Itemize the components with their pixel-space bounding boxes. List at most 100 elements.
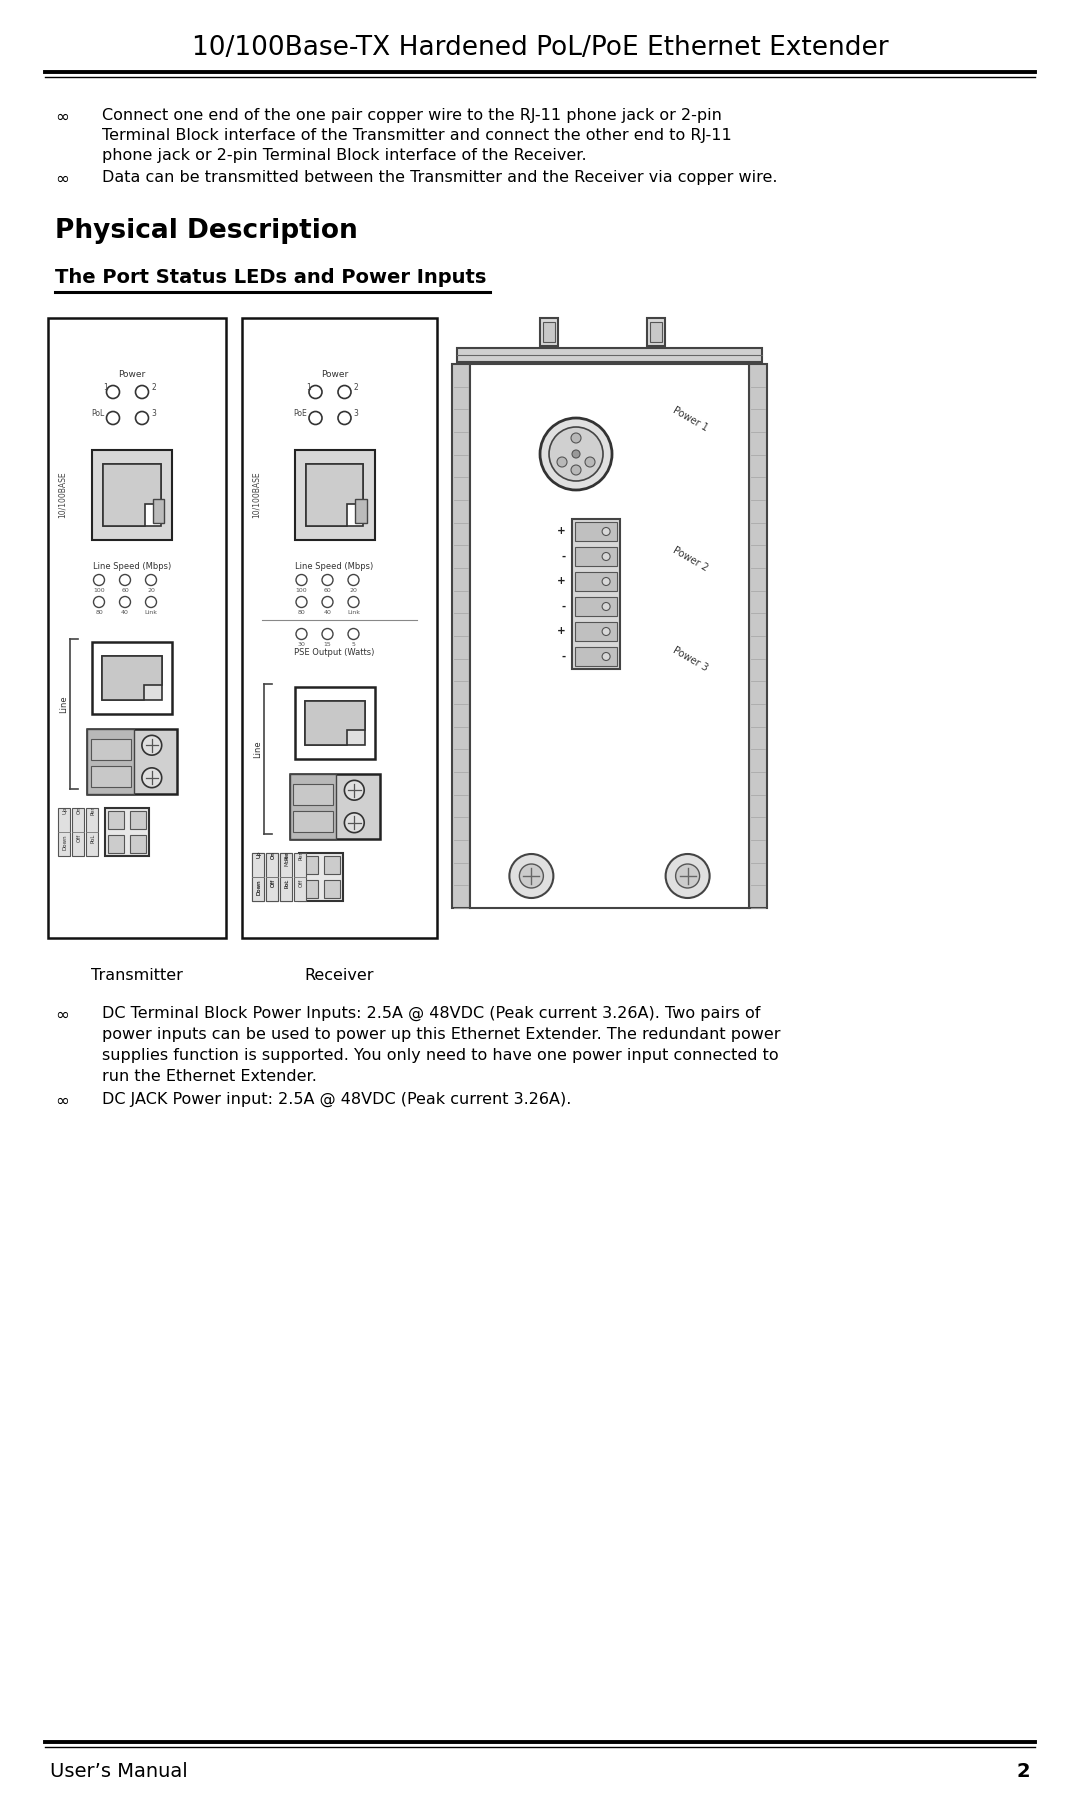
Bar: [299, 853, 343, 901]
Bar: [252, 853, 264, 901]
Text: 20: 20: [147, 589, 154, 592]
Bar: [301, 856, 319, 874]
Text: Line: Line: [254, 740, 262, 757]
Text: Per: Per: [284, 851, 289, 860]
Bar: [242, 318, 437, 939]
Text: 60: 60: [121, 589, 129, 592]
Text: Mode: Mode: [284, 851, 289, 865]
Bar: [280, 853, 292, 901]
Text: 3: 3: [353, 409, 359, 418]
Text: 20: 20: [350, 589, 357, 592]
Text: supplies function is supported. You only need to have one power input connected : supplies function is supported. You only…: [102, 1048, 779, 1063]
Text: DC JACK Power input: 2.5A @ 48VDC (Peak current 3.26A).: DC JACK Power input: 2.5A @ 48VDC (Peak …: [102, 1091, 571, 1108]
Text: Line Speed (Mbps): Line Speed (Mbps): [93, 562, 171, 571]
Text: Off: Off: [270, 880, 275, 887]
Bar: [58, 808, 70, 856]
Bar: [104, 465, 161, 526]
Text: 10/100BASE: 10/100BASE: [57, 472, 67, 519]
Text: run the Ethernet Extender.: run the Ethernet Extender.: [102, 1070, 316, 1084]
Text: 40: 40: [324, 610, 332, 616]
Bar: [92, 643, 172, 714]
Bar: [650, 321, 662, 343]
Bar: [301, 880, 319, 898]
Text: Power 1: Power 1: [671, 406, 710, 433]
Text: Power 3: Power 3: [671, 644, 710, 673]
Text: The Port Status LEDs and Power Inputs: The Port Status LEDs and Power Inputs: [55, 267, 486, 287]
Text: Transmitter: Transmitter: [91, 968, 183, 984]
Text: Line Speed (Mbps): Line Speed (Mbps): [295, 562, 374, 571]
Text: ∞: ∞: [55, 1005, 69, 1023]
Text: 10/100Base-TX Hardened PoL/PoE Ethernet Extender: 10/100Base-TX Hardened PoL/PoE Ethernet …: [191, 34, 889, 61]
Circle shape: [338, 386, 351, 398]
Circle shape: [348, 628, 359, 639]
Circle shape: [603, 653, 610, 661]
Bar: [266, 853, 278, 901]
Circle shape: [510, 854, 553, 898]
Circle shape: [120, 574, 131, 585]
Bar: [92, 451, 172, 540]
Bar: [647, 318, 665, 346]
Text: Per: Per: [298, 851, 303, 860]
Text: -: -: [562, 601, 566, 612]
Circle shape: [309, 411, 322, 424]
Bar: [295, 687, 375, 759]
Bar: [130, 835, 147, 853]
Circle shape: [603, 628, 610, 635]
Bar: [152, 499, 164, 522]
Circle shape: [94, 596, 105, 607]
Text: 60: 60: [324, 589, 332, 592]
Text: Up: Up: [257, 851, 261, 858]
Circle shape: [296, 628, 307, 639]
Text: 1: 1: [306, 382, 311, 391]
Text: 80: 80: [95, 610, 103, 616]
Text: DC Terminal Block Power Inputs: 2.5A @ 48VDC (Peak current 3.26A). Two pairs of: DC Terminal Block Power Inputs: 2.5A @ 4…: [102, 1005, 760, 1021]
Bar: [130, 811, 147, 829]
Circle shape: [348, 574, 359, 585]
Bar: [324, 856, 340, 874]
Circle shape: [572, 451, 580, 458]
Text: Receiver: Receiver: [305, 968, 375, 984]
Bar: [293, 811, 334, 831]
Circle shape: [585, 458, 595, 467]
Bar: [289, 774, 379, 838]
Text: Off: Off: [270, 880, 275, 887]
Text: 100: 100: [296, 589, 308, 592]
Circle shape: [146, 574, 157, 585]
Polygon shape: [104, 465, 161, 526]
Text: Off: Off: [77, 835, 81, 842]
Bar: [543, 321, 555, 343]
Text: 100: 100: [93, 589, 105, 592]
Bar: [289, 774, 336, 838]
Circle shape: [296, 596, 307, 607]
Text: PSE Output (Watts): PSE Output (Watts): [295, 648, 375, 657]
Polygon shape: [306, 465, 363, 526]
Text: 30: 30: [298, 643, 306, 646]
Circle shape: [94, 574, 105, 585]
Circle shape: [107, 386, 120, 398]
Bar: [87, 729, 177, 793]
Circle shape: [571, 433, 581, 443]
Circle shape: [603, 553, 610, 560]
Text: phone jack or 2-pin Terminal Block interface of the Receiver.: phone jack or 2-pin Terminal Block inter…: [102, 147, 586, 163]
Circle shape: [345, 781, 364, 801]
Bar: [87, 729, 134, 793]
Text: 40: 40: [121, 610, 129, 616]
Circle shape: [309, 386, 322, 398]
Text: PoL: PoL: [284, 880, 289, 889]
Bar: [575, 573, 617, 591]
Bar: [48, 318, 226, 939]
Bar: [453, 364, 470, 908]
Text: Power 2: Power 2: [671, 546, 710, 573]
Text: Up: Up: [63, 806, 67, 813]
Bar: [750, 364, 767, 908]
Text: ∞: ∞: [55, 1091, 69, 1109]
Text: Link: Link: [347, 610, 360, 616]
Circle shape: [296, 574, 307, 585]
Circle shape: [322, 574, 333, 585]
Bar: [266, 853, 278, 901]
Bar: [457, 348, 762, 363]
Bar: [575, 547, 617, 565]
Circle shape: [107, 411, 120, 424]
Text: On: On: [270, 851, 275, 858]
Bar: [324, 880, 340, 898]
